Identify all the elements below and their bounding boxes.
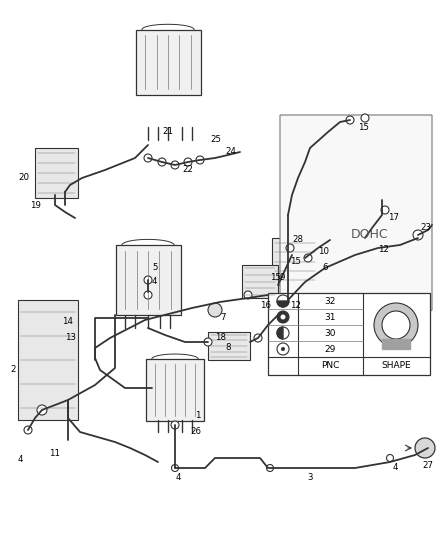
Text: 3: 3 <box>307 473 313 482</box>
Text: 11: 11 <box>49 448 60 457</box>
Circle shape <box>204 338 212 346</box>
Circle shape <box>208 303 222 317</box>
Circle shape <box>277 295 289 307</box>
Circle shape <box>144 276 152 284</box>
Circle shape <box>171 161 179 169</box>
Circle shape <box>244 291 252 299</box>
Text: 12: 12 <box>290 301 301 310</box>
Circle shape <box>382 311 410 339</box>
Circle shape <box>374 303 418 347</box>
Text: 4: 4 <box>175 473 181 482</box>
Text: DOHC: DOHC <box>351 229 389 241</box>
Text: 20: 20 <box>18 174 29 182</box>
Bar <box>135 29 201 94</box>
Bar <box>146 359 204 421</box>
Bar <box>268 293 430 375</box>
Text: 26: 26 <box>190 427 201 437</box>
Circle shape <box>413 230 423 240</box>
Circle shape <box>277 327 289 339</box>
Circle shape <box>144 291 152 299</box>
Wedge shape <box>277 301 289 307</box>
Circle shape <box>281 347 285 351</box>
Circle shape <box>415 438 435 458</box>
Circle shape <box>158 158 166 166</box>
Circle shape <box>280 314 286 319</box>
Text: PNC: PNC <box>321 361 339 370</box>
Text: 2: 2 <box>10 366 15 375</box>
Text: 12: 12 <box>378 246 389 254</box>
Text: 4: 4 <box>392 464 398 472</box>
Text: 4: 4 <box>152 278 158 287</box>
Text: 28: 28 <box>292 236 303 245</box>
Text: 32: 32 <box>324 296 336 305</box>
Circle shape <box>346 116 354 124</box>
Circle shape <box>277 343 289 355</box>
Circle shape <box>184 158 192 166</box>
Text: 13: 13 <box>65 334 76 343</box>
Text: 4: 4 <box>17 456 23 464</box>
Text: 16: 16 <box>260 301 271 310</box>
Wedge shape <box>277 327 283 339</box>
Text: 23: 23 <box>420 223 431 232</box>
Bar <box>242 265 278 298</box>
Text: 24: 24 <box>225 148 236 157</box>
Text: 1: 1 <box>195 410 201 419</box>
Text: 19: 19 <box>30 200 41 209</box>
Circle shape <box>381 206 389 214</box>
Text: 10: 10 <box>318 247 329 256</box>
Text: 17: 17 <box>388 214 399 222</box>
Bar <box>35 148 78 198</box>
Circle shape <box>266 464 273 472</box>
Text: 31: 31 <box>324 312 336 321</box>
Circle shape <box>37 405 47 415</box>
Circle shape <box>277 311 289 323</box>
Circle shape <box>361 114 369 122</box>
Text: 22: 22 <box>182 166 193 174</box>
Bar <box>208 332 250 360</box>
Circle shape <box>171 421 179 429</box>
Circle shape <box>24 426 32 434</box>
Text: 18: 18 <box>215 334 226 343</box>
Polygon shape <box>280 115 432 348</box>
Text: 9: 9 <box>280 273 286 282</box>
Text: 29: 29 <box>324 344 336 353</box>
Text: 5: 5 <box>152 263 158 272</box>
Circle shape <box>172 464 179 472</box>
Text: 14: 14 <box>62 318 73 327</box>
Text: 7: 7 <box>220 313 226 322</box>
Circle shape <box>386 455 393 462</box>
Text: 21: 21 <box>162 127 173 136</box>
Text: 25: 25 <box>210 135 221 144</box>
Circle shape <box>144 154 152 162</box>
Text: 15: 15 <box>290 257 301 266</box>
Circle shape <box>254 334 262 342</box>
Text: 27: 27 <box>423 461 434 470</box>
Circle shape <box>196 156 204 164</box>
Text: 8: 8 <box>225 343 230 352</box>
Text: 15: 15 <box>358 124 369 133</box>
Text: 15: 15 <box>270 273 281 282</box>
Bar <box>382 339 410 349</box>
Bar <box>18 300 78 420</box>
Text: SHAPE: SHAPE <box>381 361 411 370</box>
Circle shape <box>304 254 312 262</box>
Circle shape <box>286 244 294 252</box>
Bar <box>116 245 180 315</box>
Text: 30: 30 <box>324 328 336 337</box>
Bar <box>272 238 318 285</box>
Text: 6: 6 <box>322 263 328 272</box>
